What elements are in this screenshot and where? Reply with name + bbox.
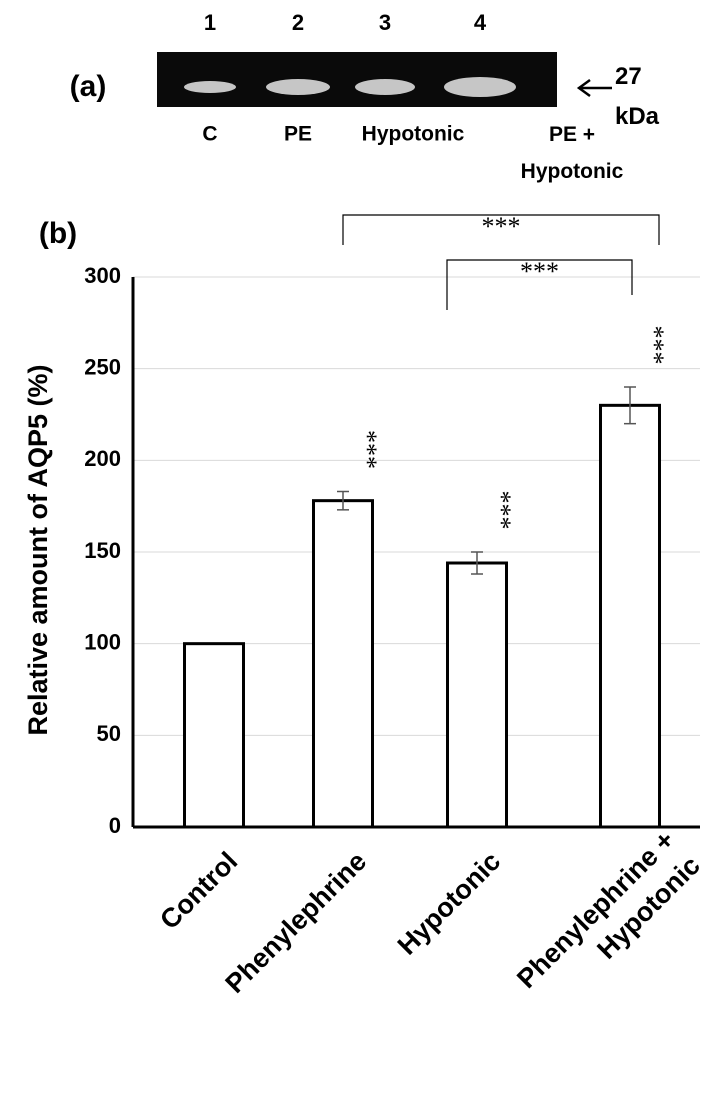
y-tick-label: 0 <box>109 813 121 838</box>
y-tick-label: 300 <box>84 263 121 288</box>
bar <box>599 403 661 829</box>
panel-label: (a) <box>70 70 107 103</box>
lane-label: Hypotonic <box>362 123 465 146</box>
y-tick-label: 50 <box>97 721 121 746</box>
x-tick-label: Phenylephrine +Hypotonic <box>511 825 706 1020</box>
x-tick-label: Control <box>154 846 243 935</box>
comparison-bracket <box>342 214 660 245</box>
band <box>266 79 330 95</box>
band <box>184 81 236 93</box>
marker-label: 27 kDa <box>615 63 660 130</box>
comparison-label: *** <box>482 212 521 241</box>
comparison-bracket <box>446 259 633 310</box>
x-tick-label: Phenylephrine <box>220 846 373 999</box>
bar <box>446 561 508 829</box>
band <box>444 77 516 97</box>
lane-number: 4 <box>474 10 487 35</box>
band <box>355 79 415 95</box>
comparison-label: *** <box>520 257 559 286</box>
y-tick-label: 100 <box>84 629 121 654</box>
y-tick-label: 200 <box>84 446 121 471</box>
x-tick-label: Hypotonic <box>392 846 507 961</box>
panel-label: (b) <box>39 217 77 250</box>
bar <box>312 499 374 829</box>
significance: *** <box>487 491 516 530</box>
y-tick-label: 150 <box>84 538 121 563</box>
significance: *** <box>640 326 669 365</box>
lane-label: C <box>202 123 217 146</box>
lane-label: PE <box>284 123 312 146</box>
y-tick-label: 250 <box>84 354 121 379</box>
lane-label: PE + Hypotonic <box>521 123 624 183</box>
lane-number: 2 <box>292 10 304 35</box>
y-axis-label: Relative amount of AQP5 (%) <box>23 364 53 735</box>
lane-number: 3 <box>379 10 391 35</box>
marker-arrow-head <box>576 78 591 98</box>
lane-number: 1 <box>204 10 216 35</box>
bar <box>183 642 245 829</box>
significance: *** <box>353 430 382 469</box>
